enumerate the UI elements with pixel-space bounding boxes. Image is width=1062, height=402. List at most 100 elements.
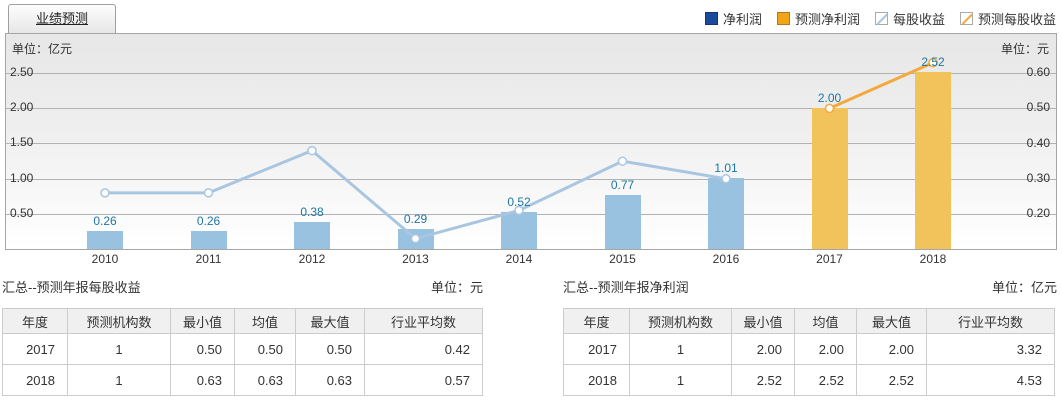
bar-value-label: 2.52 (921, 54, 945, 69)
cell: 2017 (563, 333, 630, 365)
cell: 2017 (2, 333, 68, 365)
table-row: 2018 1 0.63 0.63 0.63 0.57 (2, 364, 483, 396)
cell: 0.42 (364, 333, 483, 365)
cell: 2.52 (856, 364, 927, 396)
cell: 2.00 (731, 333, 795, 365)
x-label-2014: 2014 (505, 252, 533, 266)
y-axis-tick-right: 0.50 (1026, 100, 1050, 115)
bar-2015[interactable] (604, 194, 641, 249)
legend-label: 预测每股收益 (977, 12, 1056, 27)
legend-label: 每股收益 (892, 12, 945, 27)
net-profit-summary-table: 年度 预测机构数 最小值 均值 最大值 行业平均数 2017 1 2.00 2.00 2.00 3.… (563, 308, 1055, 396)
cell: 0.50 (234, 333, 296, 365)
tab-performance-forecast[interactable]: 业绩预测 (8, 4, 117, 33)
bar-2016[interactable] (708, 177, 744, 249)
y-axis-tick-left: 1.50 (10, 135, 34, 150)
bar-value-label: 0.26 (93, 213, 117, 228)
net-profit-swatch-icon (704, 12, 718, 25)
col-header: 年度 (563, 308, 630, 334)
x-label-2013: 2013 (402, 252, 429, 266)
line-marker (410, 233, 421, 244)
col-header: 预测机构数 (629, 308, 732, 334)
table-row: 2017 1 0.50 0.50 0.50 0.42 (2, 333, 483, 365)
cell: 2.52 (731, 364, 795, 396)
y-axis-tick-right: 0.40 (1026, 135, 1050, 150)
forecast-net-profit-swatch-icon (776, 12, 790, 25)
col-header: 均值 (234, 308, 296, 334)
cell: 3.32 (926, 333, 1055, 365)
col-header: 预测机构数 (67, 308, 171, 334)
y-axis-tick-right: 0.20 (1026, 206, 1050, 220)
bar-value-label: 0.26 (196, 213, 221, 228)
bar-value-label: 0.29 (403, 211, 428, 226)
section-title: 汇总--预测年报每股收益 (2, 280, 141, 295)
table-row: 2017 1 2.00 2.00 2.00 3.32 (563, 333, 1055, 365)
plot-area: 2.50 2.00 1.50 1.00 0.50 0.60 0.50 0.40 0.30 0.20… (6, 34, 1056, 249)
eps-summary-table: 年度 预测机构数 最小值 均值 最大值 行业平均数 2017 1 0.50 0.50 0.50 0.… (2, 308, 483, 396)
gridline (6, 73, 1056, 74)
cell: 0.50 (295, 333, 365, 365)
bar-2018[interactable] (915, 71, 951, 249)
legend-item-forecast-eps[interactable]: 预测每股收益 (959, 9, 1056, 28)
y-axis-tick-left: 2.00 (10, 100, 34, 115)
chart-legend: 净利润 预测净利润 每股收益 预测每股收益 (704, 9, 1056, 28)
bar-value-label: 1.01 (714, 160, 738, 175)
line-marker (721, 174, 731, 184)
cell: 1 (67, 333, 171, 365)
y-axis-tick-right: 0.60 (1026, 65, 1050, 80)
line-marker (824, 103, 835, 114)
section-title: 汇总--预测年报净利润 (563, 280, 689, 295)
chart-area: 单位：亿元 单位：元 2.50 2.00 1.50 1.00 0.50 0.60 0.50 0… (5, 33, 1057, 250)
eps-summary-section: 汇总--预测年报每股收益 单位：元 年度 预测机构数 最小值 均值 最大值 行业平均数 2… (2, 277, 483, 396)
line-marker (307, 145, 317, 156)
col-header: 最大值 (856, 308, 927, 334)
line-series-overlay (100, 57, 938, 244)
bar-value-label: 2.00 (817, 91, 842, 106)
cell: 1 (67, 364, 171, 396)
table-header-row: 年度 预测机构数 最小值 均值 最大值 行业平均数 (2, 308, 483, 334)
eps-line-swatch-icon (874, 12, 888, 25)
x-label-2017: 2017 (816, 252, 843, 266)
legend-item-eps[interactable]: 每股收益 (874, 9, 945, 28)
y-axis-tick-left: 1.00 (10, 170, 34, 185)
legend-label: 净利润 (722, 12, 762, 27)
section-unit: 单位：元 (430, 280, 483, 295)
col-header: 最小值 (731, 308, 795, 334)
line-marker (617, 156, 628, 166)
col-header: 最大值 (295, 308, 365, 334)
cell: 2.52 (794, 364, 857, 396)
line-marker (928, 57, 938, 68)
x-label-2016: 2016 (712, 252, 740, 266)
x-label-2015: 2015 (609, 252, 636, 266)
legend-item-net-profit[interactable]: 净利润 (704, 9, 762, 28)
cell: 0.63 (295, 364, 365, 396)
gridline (6, 178, 1056, 180)
bar-2010[interactable] (87, 230, 123, 249)
gridline (6, 143, 1056, 145)
x-axis-labels: 2010 2011 2012 2013 2014 2015 2016 2017 2018 (0, 252, 1062, 268)
col-header: 行业平均数 (926, 308, 1055, 334)
legend-item-forecast-net-profit[interactable]: 预测净利润 (776, 9, 860, 28)
table-row: 2018 1 2.52 2.52 2.52 4.53 (563, 364, 1055, 396)
col-header: 年度 (2, 308, 68, 334)
cell: 1 (629, 364, 732, 396)
bar-2014[interactable] (501, 212, 537, 249)
bar-value-label: 0.38 (300, 205, 324, 220)
x-label-2010: 2010 (91, 252, 119, 266)
left-axis-unit: 单位：亿元 (12, 42, 73, 56)
x-label-2018: 2018 (919, 252, 947, 266)
cell: 0.57 (364, 364, 483, 396)
bar-value-label: 0.52 (507, 195, 531, 210)
table-header-row: 年度 预测机构数 最小值 均值 最大值 行业平均数 (563, 308, 1055, 334)
cell: 0.50 (170, 333, 235, 365)
x-label-2012: 2012 (298, 252, 326, 266)
bar-2011[interactable] (190, 230, 227, 249)
net-profit-summary-section: 汇总--预测年报净利润 单位：亿元 年度 预测机构数 最小值 均值 最大值 行业平均数 2… (563, 277, 1057, 396)
y-axis-tick-right: 0.30 (1026, 170, 1050, 185)
forecast-eps-line (828, 61, 934, 110)
bar-2012[interactable] (294, 222, 330, 249)
y-axis-tick-left: 0.50 (10, 205, 34, 220)
bar-2017[interactable] (811, 108, 848, 249)
cell: 2018 (563, 364, 630, 396)
